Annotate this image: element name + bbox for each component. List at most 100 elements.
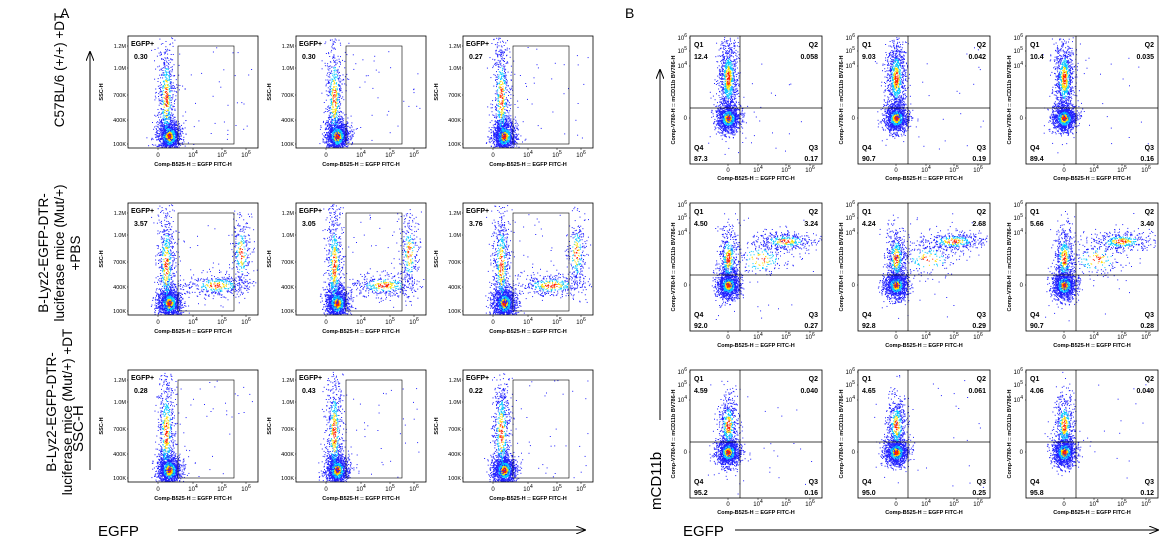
y-axis-label: SSC-H [99, 417, 105, 434]
q1-label: Q1 [694, 209, 703, 216]
y-tick-label: 1.2M [449, 211, 462, 217]
q3-label: Q3 [977, 479, 986, 486]
egfp-gate [178, 213, 234, 311]
x-tick-label: 0 [894, 168, 898, 174]
x-tick-label: 106 [805, 332, 815, 341]
x-tick-label: 106 [1141, 332, 1151, 341]
x-tick-label: 0 [1062, 335, 1066, 341]
x-tick-label: 106 [805, 165, 815, 174]
q2-label: Q2 [809, 42, 818, 49]
x-axis-label: Comp-B525-H :: EGFP FITC-H [322, 329, 400, 335]
gate-label: EGFP+ [299, 375, 322, 382]
x-tick-label: 105 [385, 150, 395, 159]
y-tick-label: 105 [678, 46, 688, 55]
y-tick-label: 106 [1014, 33, 1024, 42]
y-tick-label: 105 [678, 213, 688, 222]
y-tick-label: 400K [448, 452, 461, 458]
q2-label: Q2 [1145, 42, 1154, 49]
x-tick-label: 104 [356, 484, 366, 493]
y-tick-label: 105 [846, 380, 856, 389]
x-axis-label: Comp-B525-H :: EGFP FITC-H [489, 329, 567, 335]
x-axis-label: Comp-B525-H :: EGFP FITC-H [1053, 510, 1131, 516]
q1-percent: 4.06 [1030, 388, 1044, 395]
x-tick-label: 104 [1089, 499, 1099, 508]
x-tick-label: 105 [217, 150, 227, 159]
q3-percent: 0.19 [972, 156, 986, 163]
egfp-gate [513, 46, 569, 144]
x-tick-label: 104 [356, 317, 366, 326]
x-tick-label: 105 [949, 332, 959, 341]
y-axis-label: Comp-V780-H :: mCD11b BV786-H [1007, 390, 1013, 479]
y-axis-label: SSC-H [434, 417, 440, 434]
y-tick-label: 700K [448, 427, 461, 433]
x-axis-label: Comp-B525-H :: EGFP FITC-H [717, 176, 795, 182]
q3-label: Q3 [1145, 145, 1154, 152]
x-tick-label: 0 [894, 502, 898, 508]
x-tick-label: 0 [491, 320, 495, 326]
gate-label: EGFP+ [299, 208, 322, 215]
x-axis-label: Comp-B525-H :: EGFP FITC-H [1053, 176, 1131, 182]
x-tick-label: 106 [241, 317, 251, 326]
x-tick-label: 0 [324, 487, 328, 493]
x-axis-label: Comp-B525-H :: EGFP FITC-H [885, 510, 963, 516]
x-axis-label: Comp-B525-H :: EGFP FITC-H [154, 496, 232, 502]
q1-percent: 4.24 [862, 221, 876, 228]
gate-label: EGFP+ [466, 41, 489, 48]
y-tick-label: 400K [448, 118, 461, 124]
q3-percent: 0.28 [1140, 323, 1154, 330]
q3-percent: 0.12 [1140, 490, 1154, 497]
plot-frame [463, 36, 593, 148]
y-tick-label: 1.2M [114, 378, 127, 384]
y-tick-label: 400K [281, 118, 294, 124]
x-tick-label: 106 [576, 150, 586, 159]
y-tick-label: 1.2M [282, 211, 295, 217]
y-tick-label: 1.2M [114, 211, 127, 217]
y-tick-label: 104 [846, 395, 856, 404]
x-axis-label: Comp-B525-H :: EGFP FITC-H [885, 176, 963, 182]
x-tick-label: 106 [241, 484, 251, 493]
y-tick-label: 400K [113, 118, 126, 124]
y-tick-label: 0 [1020, 116, 1024, 122]
y-axis-label: Comp-V780-H :: mCD11b BV786-H [839, 390, 845, 479]
y-tick-label: 100K [281, 309, 294, 315]
q4-percent: 95.0 [862, 490, 876, 497]
y-tick-label: 105 [846, 46, 856, 55]
q2-label: Q2 [977, 209, 986, 216]
y-tick-label: 1.2M [282, 44, 295, 50]
q4-percent: 92.0 [694, 323, 708, 330]
q2-percent: 0.035 [1136, 54, 1154, 61]
q3-label: Q3 [1145, 312, 1154, 319]
y-axis-label: SSC-H [267, 83, 273, 100]
q4-label: Q4 [862, 312, 871, 319]
x-tick-label: 105 [781, 165, 791, 174]
q1-label: Q1 [862, 42, 871, 49]
y-tick-label: 105 [1014, 46, 1024, 55]
y-axis-label: SSC-H [434, 83, 440, 100]
plot-frame [1026, 203, 1158, 331]
y-tick-label: 104 [1014, 61, 1024, 70]
x-tick-label: 104 [356, 150, 366, 159]
y-tick-label: 1.2M [282, 378, 295, 384]
y-tick-label: 700K [281, 260, 294, 266]
q1-label: Q1 [862, 209, 871, 216]
x-tick-label: 105 [552, 150, 562, 159]
y-tick-label: 106 [678, 200, 688, 209]
x-axis-label: Comp-B525-H :: EGFP FITC-H [885, 343, 963, 349]
gate-percent: 0.43 [302, 388, 316, 395]
x-axis-label: Comp-B525-H :: EGFP FITC-H [322, 162, 400, 168]
q2-label: Q2 [1145, 376, 1154, 383]
y-tick-label: 100K [113, 142, 126, 148]
y-tick-label: 700K [113, 260, 126, 266]
x-tick-label: 104 [921, 332, 931, 341]
y-tick-label: 106 [1014, 200, 1024, 209]
y-axis-label: Comp-V780-H :: mCD11b BV786-H [1007, 56, 1013, 145]
x-tick-label: 104 [753, 332, 763, 341]
